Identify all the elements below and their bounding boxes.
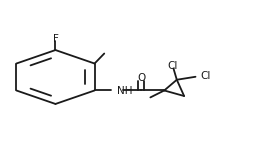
Text: O: O: [137, 73, 145, 83]
Text: F: F: [53, 34, 58, 43]
Text: Cl: Cl: [167, 61, 177, 71]
Text: Cl: Cl: [200, 71, 211, 81]
Text: NH: NH: [117, 86, 133, 96]
